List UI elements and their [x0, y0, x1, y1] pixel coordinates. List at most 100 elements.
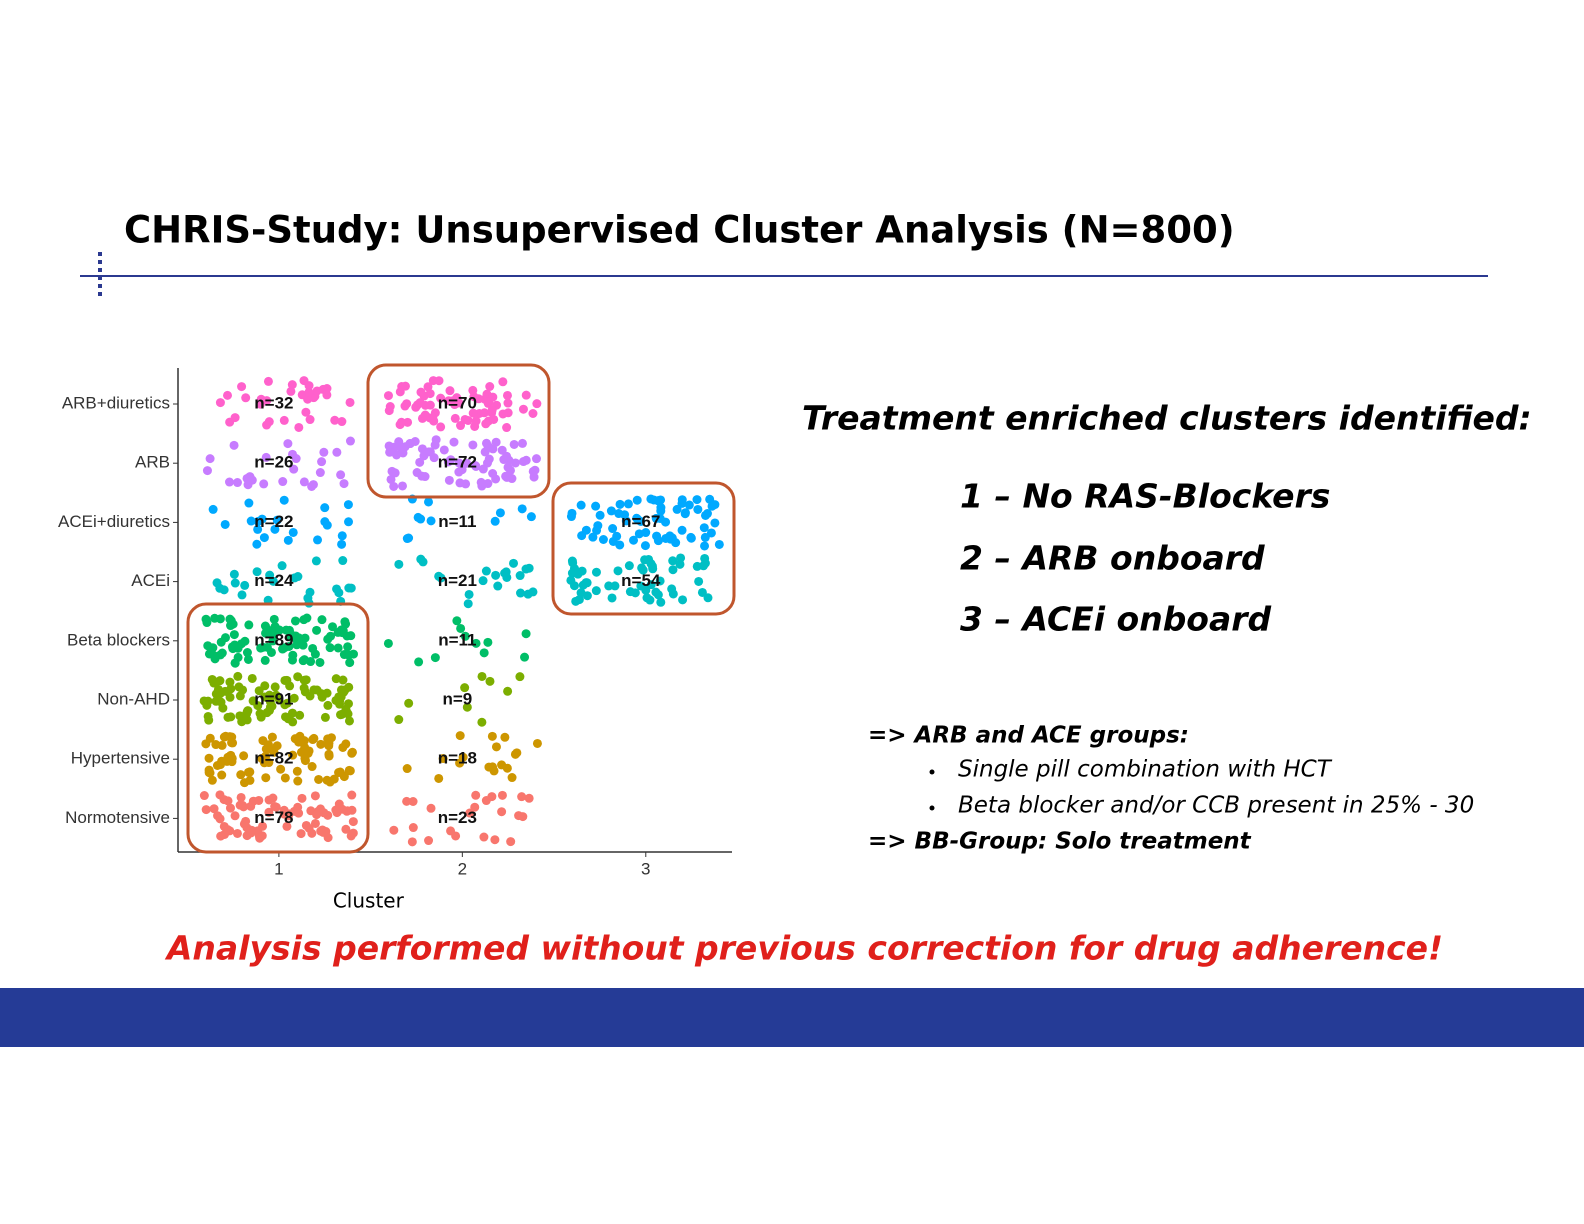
value-label: n=9 [442, 689, 472, 708]
dot [460, 414, 470, 424]
dot [532, 399, 542, 409]
dot [424, 447, 434, 457]
slide-title: CHRIS-Study: Unsupervised Cluster Analys… [124, 209, 1235, 252]
dot [325, 643, 335, 653]
dot [291, 454, 301, 464]
dot [517, 792, 527, 802]
dot [346, 631, 356, 641]
dot [509, 558, 519, 568]
dot [318, 827, 328, 837]
dot [315, 468, 325, 478]
dot [390, 468, 400, 478]
dot [595, 510, 605, 520]
dot [407, 837, 417, 847]
dot [438, 753, 448, 763]
dot [646, 580, 656, 590]
dot [402, 764, 412, 774]
dot [257, 831, 267, 841]
dot [502, 572, 512, 582]
dot [262, 420, 272, 430]
dot [267, 732, 277, 742]
dot [434, 773, 444, 783]
dot [230, 658, 240, 668]
dot [225, 803, 235, 813]
dot [481, 419, 491, 429]
dot [202, 466, 212, 476]
value-label: n=67 [621, 512, 660, 531]
footer-note: Analysis performed without previous corr… [164, 929, 1443, 968]
dot [452, 616, 462, 626]
dot [394, 437, 404, 447]
dot [263, 740, 273, 750]
dot [261, 773, 271, 783]
dot [341, 824, 351, 834]
dot [244, 620, 254, 630]
dot [233, 671, 243, 681]
dot [237, 590, 247, 600]
dot [470, 421, 480, 431]
dot [312, 810, 322, 820]
dot [436, 422, 446, 432]
dot [298, 656, 308, 666]
highlight-box [551, 481, 736, 616]
dot [404, 533, 414, 543]
dot [614, 509, 624, 519]
dot [314, 774, 324, 784]
value-label: n=72 [438, 453, 477, 472]
dot [598, 535, 608, 545]
dot [649, 495, 659, 505]
dot [450, 413, 460, 423]
dot [258, 642, 268, 652]
dot [239, 751, 249, 761]
dot [507, 773, 517, 783]
dot [226, 616, 236, 626]
dot [304, 387, 314, 397]
dot [502, 451, 512, 461]
dot [693, 504, 703, 514]
dot [345, 436, 355, 446]
dot [532, 738, 542, 748]
dot [263, 595, 273, 605]
dot [604, 581, 614, 591]
dot [515, 571, 525, 581]
dot [455, 731, 465, 741]
value-label: n=32 [254, 393, 293, 412]
dot [502, 423, 512, 433]
dot [567, 556, 577, 566]
y-tick-label: ACEi+diuretics [58, 512, 170, 531]
dot [420, 410, 430, 420]
dot [280, 700, 290, 710]
dot [345, 766, 355, 776]
dot [428, 414, 438, 424]
dot [222, 390, 232, 400]
dot [230, 413, 240, 423]
dot [471, 638, 481, 648]
dot [692, 495, 702, 505]
dot [416, 554, 426, 564]
dot [489, 414, 499, 424]
dot [481, 566, 491, 576]
dot [514, 811, 524, 821]
dot [632, 495, 642, 505]
dot [488, 392, 498, 402]
dot [343, 500, 353, 510]
dot [279, 495, 289, 505]
dot [263, 376, 273, 386]
dot [253, 524, 263, 534]
dot [289, 464, 299, 474]
dot [308, 480, 318, 490]
dot [286, 386, 296, 396]
bullet [929, 805, 935, 811]
dot [697, 587, 707, 597]
dot [414, 657, 424, 667]
dot [229, 569, 239, 579]
dot [252, 539, 262, 549]
dot [262, 708, 272, 718]
dot [668, 565, 678, 575]
dot [245, 775, 255, 785]
dot [216, 637, 226, 647]
dot [205, 454, 215, 464]
dot [230, 578, 240, 588]
dot [278, 477, 288, 487]
